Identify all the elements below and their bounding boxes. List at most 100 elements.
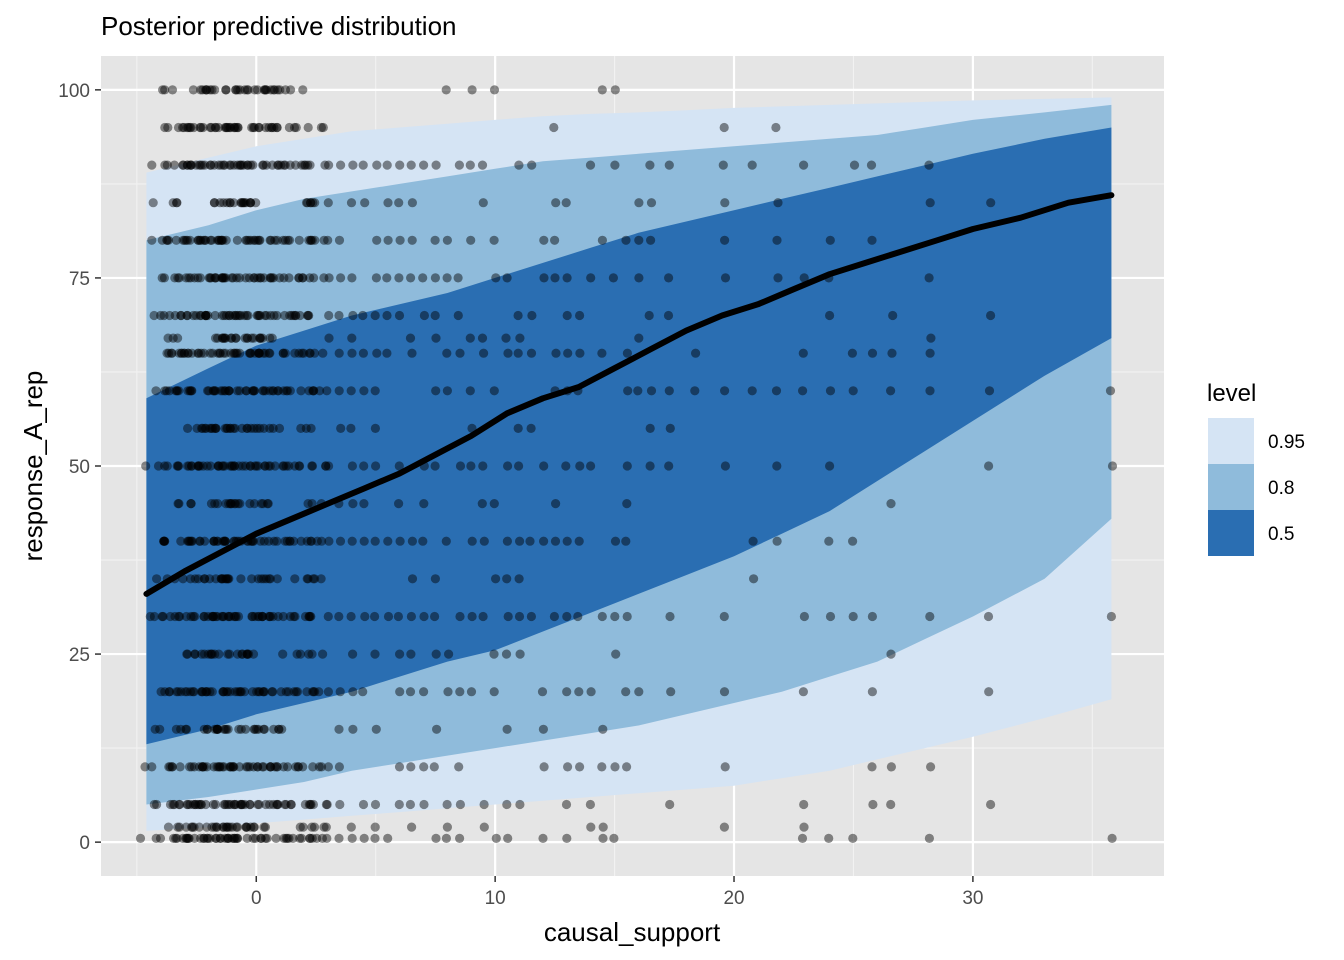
data-point (241, 198, 251, 208)
data-point (465, 333, 475, 343)
data-point (237, 160, 247, 170)
data-point (289, 687, 299, 697)
data-point (217, 461, 227, 471)
data-point (178, 833, 188, 844)
data-point (273, 386, 283, 396)
data-point (551, 499, 561, 509)
data-point (218, 273, 228, 283)
data-point (220, 333, 231, 343)
data-point (372, 160, 382, 170)
data-point (323, 762, 333, 772)
data-point (229, 799, 239, 810)
data-point (231, 310, 241, 321)
data-point (799, 799, 809, 810)
data-point (208, 423, 218, 433)
data-point (271, 833, 281, 844)
data-point (824, 833, 834, 844)
data-point (249, 762, 259, 772)
data-point (585, 160, 596, 170)
data-point (295, 833, 305, 844)
data-point (167, 762, 177, 772)
data-point (358, 310, 368, 321)
data-point (174, 799, 184, 810)
data-point (185, 122, 195, 133)
data-point (394, 461, 404, 471)
data-point (218, 822, 229, 832)
data-point (234, 687, 245, 697)
data-point (407, 235, 417, 245)
data-point (160, 386, 170, 396)
data-point (195, 235, 205, 245)
data-point (562, 611, 572, 622)
data-point (442, 799, 452, 810)
data-point (455, 687, 465, 697)
data-point (233, 122, 243, 133)
data-point (395, 687, 405, 697)
data-point (282, 833, 292, 844)
data-point (189, 762, 199, 772)
data-point (218, 687, 228, 697)
data-point (184, 536, 194, 546)
data-point (294, 348, 304, 358)
data-point (193, 235, 203, 245)
data-point (986, 198, 996, 208)
data-point (256, 833, 266, 844)
data-point (309, 822, 320, 832)
data-point (247, 122, 257, 133)
data-point (165, 799, 176, 810)
data-point (152, 799, 162, 810)
data-point (848, 833, 858, 844)
data-point (310, 687, 320, 697)
data-point (597, 611, 607, 622)
data-point (171, 687, 182, 697)
data-point (1105, 386, 1116, 396)
data-point (254, 310, 264, 321)
data-point (183, 122, 193, 133)
data-point (208, 386, 218, 396)
data-point (303, 310, 313, 321)
data-point (867, 687, 878, 697)
data-point (719, 687, 730, 697)
data-point (537, 687, 548, 697)
data-point (610, 160, 620, 170)
data-point (281, 687, 291, 697)
data-point (157, 235, 167, 245)
data-point (284, 122, 294, 133)
data-point (211, 833, 221, 844)
data-point (285, 160, 295, 170)
data-point (503, 461, 513, 471)
data-point (310, 574, 320, 584)
data-point (153, 461, 164, 471)
data-point (550, 536, 561, 546)
data-point (229, 762, 239, 772)
data-point (231, 822, 241, 832)
data-point (254, 235, 264, 245)
data-point (201, 85, 211, 95)
data-point (347, 273, 357, 283)
data-point (597, 85, 607, 95)
data-point (157, 611, 167, 622)
data-point (182, 235, 193, 245)
data-point (174, 386, 184, 396)
data-point (193, 574, 203, 584)
data-point (324, 536, 334, 546)
data-point (370, 611, 380, 622)
data-point (225, 423, 235, 433)
data-point (211, 122, 221, 133)
data-point (195, 310, 205, 321)
data-point (238, 198, 248, 208)
data-point (586, 461, 596, 471)
data-point (549, 122, 559, 133)
data-point (236, 574, 246, 584)
data-point (301, 423, 311, 433)
data-point (598, 724, 608, 734)
data-point (162, 348, 172, 358)
data-point (925, 198, 935, 208)
data-point (886, 649, 896, 659)
data-point (248, 833, 258, 844)
data-point (175, 762, 185, 772)
data-point (169, 160, 179, 170)
data-point (259, 386, 269, 396)
data-point (252, 85, 263, 95)
data-point (211, 423, 221, 433)
